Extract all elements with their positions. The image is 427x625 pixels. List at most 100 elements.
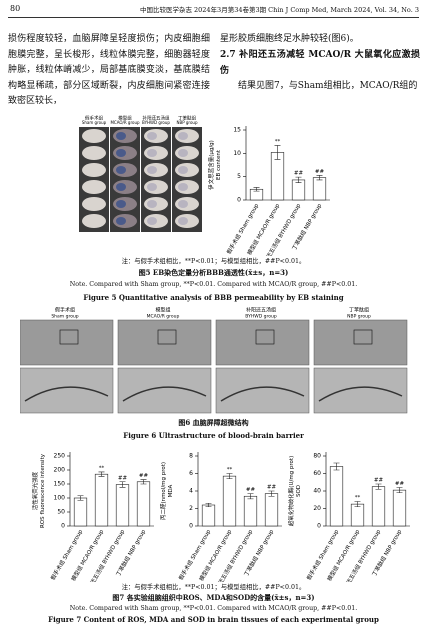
significance-label: ## [118,475,128,481]
error-bar [98,471,105,477]
structure [24,386,109,402]
micrograph [215,367,310,414]
bar [115,484,130,527]
error-bar [354,501,361,508]
error-bar [77,495,84,501]
stain [116,217,126,225]
bar [201,504,216,527]
micrograph [20,367,114,414]
significance-label: ## [315,169,325,175]
stain [178,200,188,208]
significance-label: ** [227,467,233,473]
error-bar [247,493,254,500]
photo-label: 假手术组 [85,115,103,122]
panel-label: 模型组 [155,307,170,314]
significance-label: ## [395,481,405,487]
panel-label: 假手术组 [55,307,75,314]
panel-label: BYHWD group [245,314,277,320]
brain-slice [82,163,106,177]
y-axis-label: 活性氧荧光强度 [31,471,39,510]
bar [136,481,151,527]
y-axis-label: ROS fluorescence intensity [40,453,46,528]
stain [147,183,157,191]
error-bar [119,481,126,488]
brain-slice [82,197,106,211]
figure-note: 注：与假手术组相比，**P<0.01；与模型组相比，##P<0.01。 [121,258,306,265]
error-bar [274,145,281,160]
y-axis-label: 超氧化物歧化酶(U/mg prot) [287,456,295,526]
y-tick-label: 15 [233,127,241,134]
error-bar [253,187,260,192]
page-number: 80 [10,4,21,13]
micrograph [117,319,212,366]
bar [73,497,88,527]
structure [122,386,207,402]
bar [222,475,237,527]
zoom-box [255,329,275,345]
error-bar [333,462,340,471]
y-tick-label: 100 [54,495,66,502]
significance-label: ## [294,171,304,177]
micrograph [215,319,310,366]
brain-slice [82,146,106,160]
stain [116,183,126,191]
figure-note: Note. Compared with Sham group, **P<0.01… [69,281,358,288]
structure [220,386,305,402]
error-bar [140,479,147,485]
error-bar [268,490,275,497]
y-tick-label: 150 [54,481,66,488]
bar [329,466,344,527]
y-tick-label: 40 [313,488,321,495]
bar [312,177,327,201]
figure-caption: 图5 EB染色定量分析BBB通透性(x̄±s，n=3) [138,268,289,277]
micrograph [313,319,408,366]
brain-slice [82,129,106,143]
stain [178,132,188,140]
y-axis-label: EB content [216,149,222,180]
significance-label: ** [275,139,281,145]
zoom-box [157,329,177,345]
bar [243,495,258,527]
significance-label: ## [139,473,149,479]
y-axis-label: MDA [168,484,174,497]
error-bar [375,483,382,490]
y-tick-label: 8 [189,453,193,460]
micrograph [313,367,408,414]
significance-label: ** [355,495,361,501]
error-bar [295,176,302,184]
paragraph: 星形胶质细胞终足水肿较轻(图6)。 [220,34,359,44]
y-tick-label: 60 [313,470,321,477]
y-tick-label: 0 [61,523,65,530]
stain [116,200,126,208]
stain [147,200,157,208]
figure-note: 注：与假手术组相比，**P<0.01；与模型组相比，##P<0.01。 [121,584,306,591]
y-tick-label: 20 [313,505,321,512]
stain [147,132,157,140]
y-tick-label: 6 [189,470,193,477]
figure-caption: Figure 6 Ultrastructure of blood-brain b… [123,431,304,440]
error-bar [316,174,323,181]
stain [178,217,188,225]
y-axis-label: 伊文思蓝含量(μg/g) [207,140,215,190]
figure-caption: 图6 血脑屏障超微结构 [178,418,249,427]
y-tick-label: 4 [189,488,193,495]
bar [392,489,407,527]
structure [318,386,403,402]
panel-label: Sham group [51,314,78,320]
bar [264,493,279,527]
error-bar [226,473,233,480]
significance-label: ## [246,487,256,493]
zoom-box [353,329,373,345]
figure-note: Note. Compared with Sham group, **P<0.01… [69,605,358,612]
photo-label: 补阳还五汤组 [143,115,170,122]
y-tick-label: 250 [54,453,66,460]
micrograph [20,319,114,366]
photo-label: MCAO/R group [110,120,140,125]
significance-label: ## [374,478,384,484]
section-heading: 2.7 补阳还五汤减轻 MCAO/R 大鼠氧化应激损伤 [220,50,420,76]
y-axis-label: 丙二醛(nmol/mg prot) [159,462,167,520]
